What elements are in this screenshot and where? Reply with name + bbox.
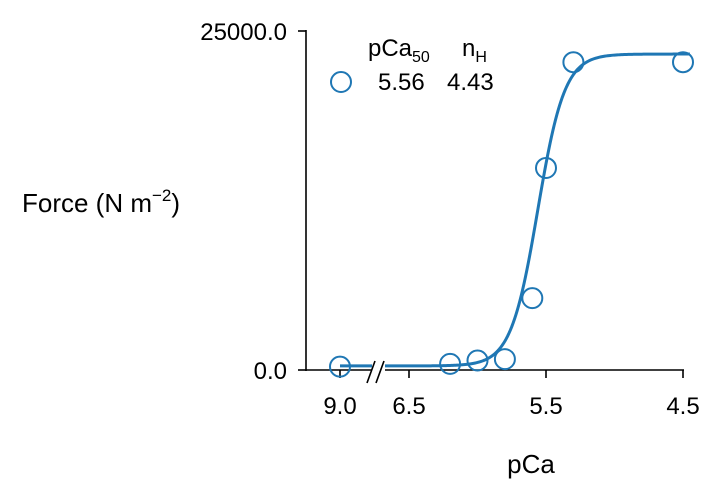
x-axis: 9.0 6.5 5.5 4.5 pCa <box>306 360 700 479</box>
data-point-3 <box>493 348 516 371</box>
y-axis-title-main: Force (N m <box>22 188 152 218</box>
legend-header-pca-text: pCa <box>368 35 413 62</box>
axis-break-mark-2 <box>375 360 385 384</box>
y-tick-label-top: 25000.0 <box>200 19 287 46</box>
axis-break-mark-1 <box>366 360 376 384</box>
plot-area <box>329 51 694 378</box>
fit-curve <box>340 52 690 368</box>
legend-value-nh: 4.43 <box>447 69 494 96</box>
legend-header-nh-sub: H <box>475 49 487 66</box>
legend-header-nh-text: n <box>462 35 475 62</box>
y-axis-title: Force (N m−2) <box>22 186 180 218</box>
data-point-0 <box>329 355 351 378</box>
data-point-5 <box>535 156 557 179</box>
data-point-6 <box>562 51 585 74</box>
x-tick-label-6.5: 6.5 <box>392 393 425 420</box>
y-axis-title-close: ) <box>171 188 180 218</box>
data-point-4 <box>521 287 544 310</box>
data-points <box>329 51 694 378</box>
y-axis-title-sup: −2 <box>152 186 171 205</box>
legend-header-nh: nH <box>462 35 487 66</box>
x-tick-label-5.5: 5.5 <box>529 393 562 420</box>
y-axis: 25000.0 0.0 Force (N m−2) <box>22 19 307 385</box>
legend-value-pca50: 5.56 <box>378 69 425 96</box>
y-tick-label-bottom: 0.0 <box>254 358 287 385</box>
x-tick-label-9.0: 9.0 <box>323 393 356 420</box>
legend-marker <box>330 71 352 93</box>
legend: pCa50 nH 5.56 4.43 <box>330 35 494 96</box>
data-point-2 <box>466 349 489 372</box>
data-point-7 <box>672 51 694 74</box>
legend-header-pca50: pCa50 <box>368 35 430 66</box>
legend-header-pca-sub: 50 <box>412 49 430 66</box>
x-axis-title: pCa <box>507 449 555 479</box>
data-point-1 <box>439 352 462 375</box>
x-tick-label-4.5: 4.5 <box>666 393 699 420</box>
